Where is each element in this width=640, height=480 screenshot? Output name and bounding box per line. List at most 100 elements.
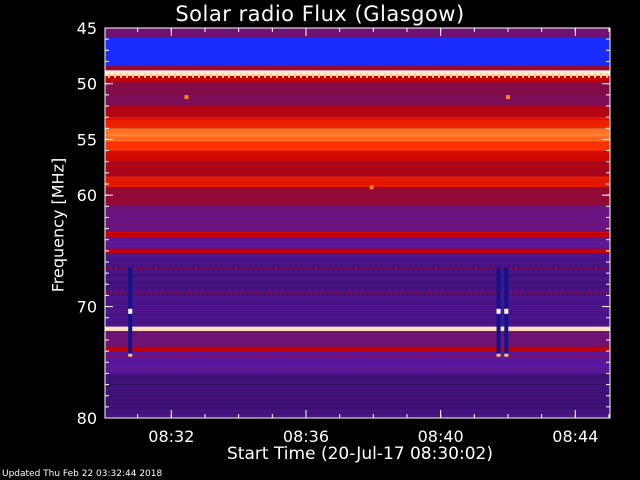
calibration-mark xyxy=(306,72,308,78)
burst-tip xyxy=(496,353,501,357)
calibration-mark xyxy=(594,72,596,78)
calibration-mark xyxy=(282,72,284,78)
texture-line xyxy=(105,356,610,358)
texture-line xyxy=(105,407,610,409)
texture-line xyxy=(105,87,610,89)
calibration-mark xyxy=(162,72,164,78)
texture-line xyxy=(105,255,610,257)
x-tick-label: 08:44 xyxy=(552,427,598,446)
calibration-mark xyxy=(588,72,590,78)
texture-line xyxy=(105,181,610,183)
calibration-mark xyxy=(372,72,374,78)
texture-line xyxy=(105,224,610,226)
y-tick-label: 60 xyxy=(77,186,97,205)
texture-line xyxy=(105,306,610,308)
texture-line xyxy=(105,118,610,120)
calibration-mark xyxy=(258,72,260,78)
calibration-mark xyxy=(252,72,254,78)
frequency-band xyxy=(105,351,610,374)
calibration-mark xyxy=(510,72,512,78)
texture-line xyxy=(105,157,610,159)
calibration-mark xyxy=(138,72,140,78)
texture-line xyxy=(105,274,610,276)
plot-frame xyxy=(104,27,611,419)
texture-line xyxy=(105,270,610,272)
texture-line xyxy=(105,134,610,136)
calibration-mark xyxy=(474,72,476,78)
plot-area xyxy=(105,28,610,418)
calibration-mark xyxy=(264,72,266,78)
calibration-mark xyxy=(378,72,380,78)
texture-line xyxy=(105,345,610,347)
texture-line xyxy=(105,146,610,148)
calibration-mark xyxy=(192,72,194,78)
calibration-mark xyxy=(246,72,248,78)
calibration-mark xyxy=(498,72,500,78)
texture-line xyxy=(105,111,610,113)
calibration-mark xyxy=(540,72,542,78)
calibration-mark xyxy=(534,72,536,78)
calibration-mark xyxy=(456,72,458,78)
frequency-band xyxy=(105,295,610,327)
texture-line xyxy=(105,352,610,354)
calibration-mark xyxy=(180,72,182,78)
texture-line xyxy=(105,91,610,93)
calibration-mark xyxy=(546,72,548,78)
texture-line xyxy=(105,247,610,249)
calibration-mark xyxy=(150,72,152,78)
calibration-mark xyxy=(564,72,566,78)
texture-line xyxy=(105,150,610,152)
calibration-mark xyxy=(312,72,314,78)
texture-line xyxy=(105,138,610,140)
calibration-mark xyxy=(240,72,242,78)
burst-tip xyxy=(504,353,509,357)
calibration-mark xyxy=(552,72,554,78)
texture-line xyxy=(105,220,610,222)
calibration-mark xyxy=(600,72,602,78)
frequency-band xyxy=(105,161,610,177)
texture-line xyxy=(105,411,610,413)
texture-line xyxy=(105,286,610,288)
x-tick-label: 08:32 xyxy=(148,427,194,446)
y-axis-label: Frequency [MHz] xyxy=(48,157,68,293)
calibration-mark xyxy=(570,72,572,78)
burst-highlight xyxy=(504,308,509,314)
calibration-mark xyxy=(420,72,422,78)
texture-line xyxy=(105,403,610,405)
texture-line xyxy=(105,415,610,417)
texture-line xyxy=(105,196,610,198)
texture-line xyxy=(105,384,610,386)
texture-line xyxy=(105,372,610,374)
texture-line xyxy=(105,130,610,132)
texture-line xyxy=(105,103,610,105)
calibration-mark xyxy=(522,72,524,78)
calibration-mark xyxy=(168,72,170,78)
calibration-mark xyxy=(516,72,518,78)
burst-highlight xyxy=(496,308,501,314)
spike-mark xyxy=(184,95,189,100)
texture-line xyxy=(105,192,610,194)
texture-line xyxy=(105,298,610,300)
frequency-band xyxy=(105,65,610,71)
calibration-mark xyxy=(606,72,608,78)
updated-timestamp: Updated Thu Feb 22 03:32:44 2018 xyxy=(2,469,163,479)
texture-line xyxy=(105,208,610,210)
calibration-mark xyxy=(132,72,134,78)
calibration-mark xyxy=(324,72,326,78)
texture-line xyxy=(105,173,610,175)
frequency-band xyxy=(105,150,610,162)
calibration-mark xyxy=(198,72,200,78)
texture-line xyxy=(105,114,610,116)
texture-line xyxy=(105,204,610,206)
calibration-mark xyxy=(228,72,230,78)
texture-line xyxy=(105,243,610,245)
calibration-mark xyxy=(294,72,296,78)
calibration-mark xyxy=(450,72,452,78)
frequency-band xyxy=(105,230,610,238)
chart-title: Solar radio Flux (Glasgow) xyxy=(175,2,465,26)
y-tick-label: 80 xyxy=(77,409,97,428)
texture-line xyxy=(105,259,610,261)
calibration-mark xyxy=(384,72,386,78)
texture-line xyxy=(105,321,610,323)
